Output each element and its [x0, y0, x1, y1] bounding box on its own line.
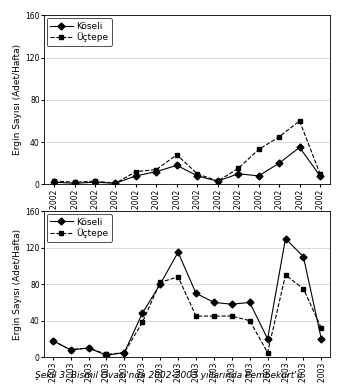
Köseli	[194, 291, 198, 296]
Line: Köseli: Köseli	[50, 236, 324, 358]
Köseli	[298, 145, 302, 150]
Köseli	[52, 180, 56, 185]
Üçtepe	[301, 286, 305, 291]
Line: Üçtepe: Üçtepe	[52, 119, 323, 186]
Köseli	[266, 336, 270, 341]
Y-axis label: Ergin Sayısı (Adet/Hafta): Ergin Sayısı (Adet/Hafta)	[13, 44, 22, 156]
Line: Köseli: Köseli	[52, 145, 323, 186]
Üçtepe	[248, 318, 252, 323]
Text: Şekil 3. Bismil Ovası'nda 2002-2003 yıllarında Pembekurt'u: Şekil 3. Bismil Ovası'nda 2002-2003 yıll…	[35, 371, 302, 380]
Köseli	[175, 163, 179, 168]
Üçtepe	[318, 171, 322, 176]
Köseli	[158, 282, 162, 286]
Köseli	[104, 353, 109, 358]
Köseli	[154, 169, 158, 174]
Üçtepe	[277, 134, 281, 139]
Üçtepe	[283, 273, 287, 277]
Köseli	[140, 311, 144, 316]
Line: Üçtepe: Üçtepe	[50, 273, 324, 357]
Köseli	[301, 255, 305, 259]
Köseli	[212, 300, 216, 305]
Köseli	[113, 181, 118, 185]
Üçtepe	[195, 171, 199, 176]
Köseli	[122, 350, 126, 355]
Üçtepe	[257, 147, 261, 152]
Köseli	[51, 338, 55, 343]
Legend: Köseli, Üçtepe: Köseli, Üçtepe	[47, 18, 112, 46]
Köseli	[69, 348, 73, 352]
Köseli	[93, 180, 97, 185]
Üçtepe	[230, 314, 234, 318]
Üçtepe	[236, 166, 240, 171]
Üçtepe	[51, 338, 55, 343]
Üçtepe	[266, 350, 270, 355]
Köseli	[236, 171, 240, 176]
Köseli	[283, 236, 287, 241]
Üçtepe	[87, 346, 91, 350]
Üçtepe	[122, 350, 126, 355]
Köseli	[134, 174, 138, 178]
Köseli	[87, 346, 91, 350]
Üçtepe	[104, 352, 109, 357]
Üçtepe	[52, 179, 56, 184]
Köseli	[277, 161, 281, 166]
Legend: Köseli, Üçtepe: Köseli, Üçtepe	[47, 214, 112, 242]
Köseli	[176, 250, 180, 255]
Üçtepe	[194, 314, 198, 318]
Köseli	[230, 302, 234, 306]
Üçtepe	[176, 275, 180, 279]
Üçtepe	[140, 320, 144, 325]
Üçtepe	[216, 179, 220, 184]
Üçtepe	[69, 348, 73, 352]
Üçtepe	[212, 314, 216, 318]
Üçtepe	[319, 326, 323, 330]
Y-axis label: Ergin Sayısı (Adet/Hafta): Ergin Sayısı (Adet/Hafta)	[13, 228, 22, 340]
Üçtepe	[72, 180, 76, 185]
Köseli	[318, 174, 322, 178]
Köseli	[319, 336, 323, 341]
Üçtepe	[134, 169, 138, 174]
Üçtepe	[154, 167, 158, 172]
Köseli	[257, 174, 261, 178]
Köseli	[248, 300, 252, 305]
Üçtepe	[158, 280, 162, 285]
Köseli	[195, 174, 199, 178]
Köseli	[216, 179, 220, 184]
Üçtepe	[298, 119, 302, 123]
Üçtepe	[93, 179, 97, 184]
Köseli	[72, 181, 76, 185]
Üçtepe	[175, 152, 179, 157]
Üçtepe	[113, 181, 118, 185]
